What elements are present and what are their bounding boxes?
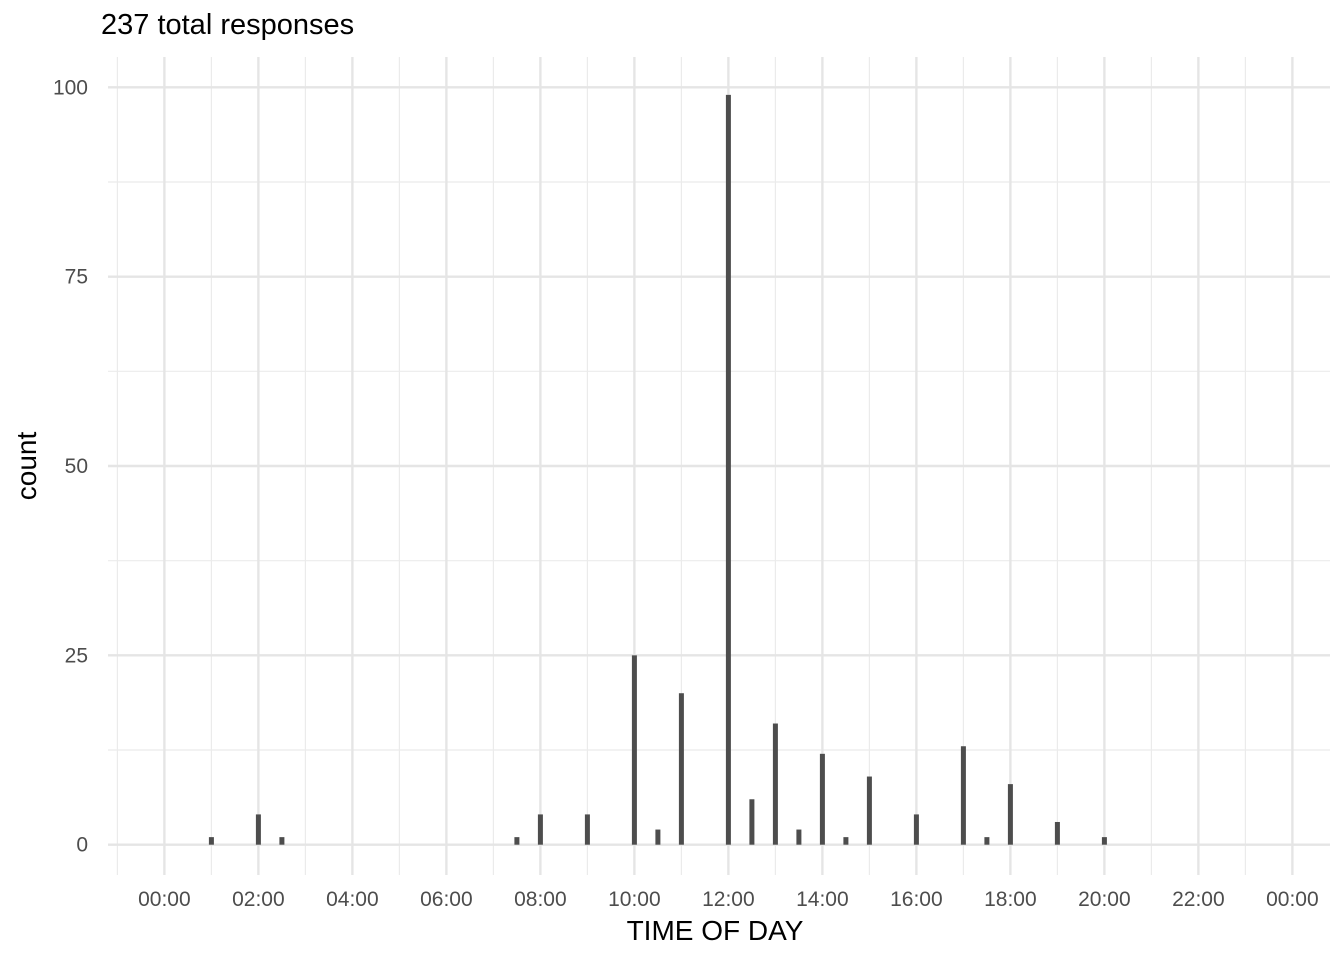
grid-lines <box>108 57 1330 875</box>
x-tick-label: 18:00 <box>984 888 1037 911</box>
bar <box>749 799 755 845</box>
x-axis-title: TIME OF DAY <box>627 915 804 946</box>
y-axis-ticks: 0 25 50 75 100 <box>53 76 88 856</box>
bar <box>279 837 285 845</box>
bar <box>843 837 849 845</box>
bar <box>655 829 661 845</box>
bar <box>866 776 872 845</box>
x-tick-label: 02:00 <box>232 888 285 911</box>
x-tick-label: 10:00 <box>608 888 661 911</box>
x-tick-label: 08:00 <box>514 888 567 911</box>
bar <box>960 746 966 845</box>
chart-title: 237 total responses <box>101 9 354 41</box>
x-tick-label: 00:00 <box>1266 888 1319 911</box>
bar <box>537 814 543 845</box>
y-tick-label: 50 <box>65 455 88 478</box>
bar <box>255 814 261 845</box>
bar <box>984 837 990 845</box>
y-tick-label: 25 <box>65 644 88 667</box>
bar <box>208 837 214 845</box>
bar <box>796 829 802 845</box>
y-tick-label: 100 <box>53 76 88 99</box>
x-tick-label: 22:00 <box>1172 888 1225 911</box>
bar <box>1054 821 1060 845</box>
bar <box>1007 784 1013 845</box>
x-tick-label: 04:00 <box>326 888 379 911</box>
bar <box>631 655 637 845</box>
x-tick-label: 16:00 <box>890 888 943 911</box>
y-tick-label: 0 <box>76 834 88 857</box>
x-tick-label: 20:00 <box>1078 888 1131 911</box>
bar <box>678 693 684 845</box>
x-tick-label: 00:00 <box>138 888 191 911</box>
bar <box>584 814 590 845</box>
x-tick-label: 06:00 <box>420 888 473 911</box>
y-tick-label: 75 <box>65 266 88 289</box>
bar <box>514 837 520 845</box>
bar <box>725 94 731 845</box>
x-tick-label: 14:00 <box>796 888 849 911</box>
y-axis-title: count <box>11 432 42 501</box>
bar <box>819 753 825 845</box>
x-axis-ticks: 00:00 02:00 04:00 06:00 08:00 10:00 12:00 14:00… <box>138 888 1319 911</box>
bar <box>913 814 919 845</box>
bar <box>1101 837 1107 845</box>
bar <box>772 723 778 845</box>
x-tick-label: 12:00 <box>702 888 755 911</box>
bars <box>208 94 1107 845</box>
